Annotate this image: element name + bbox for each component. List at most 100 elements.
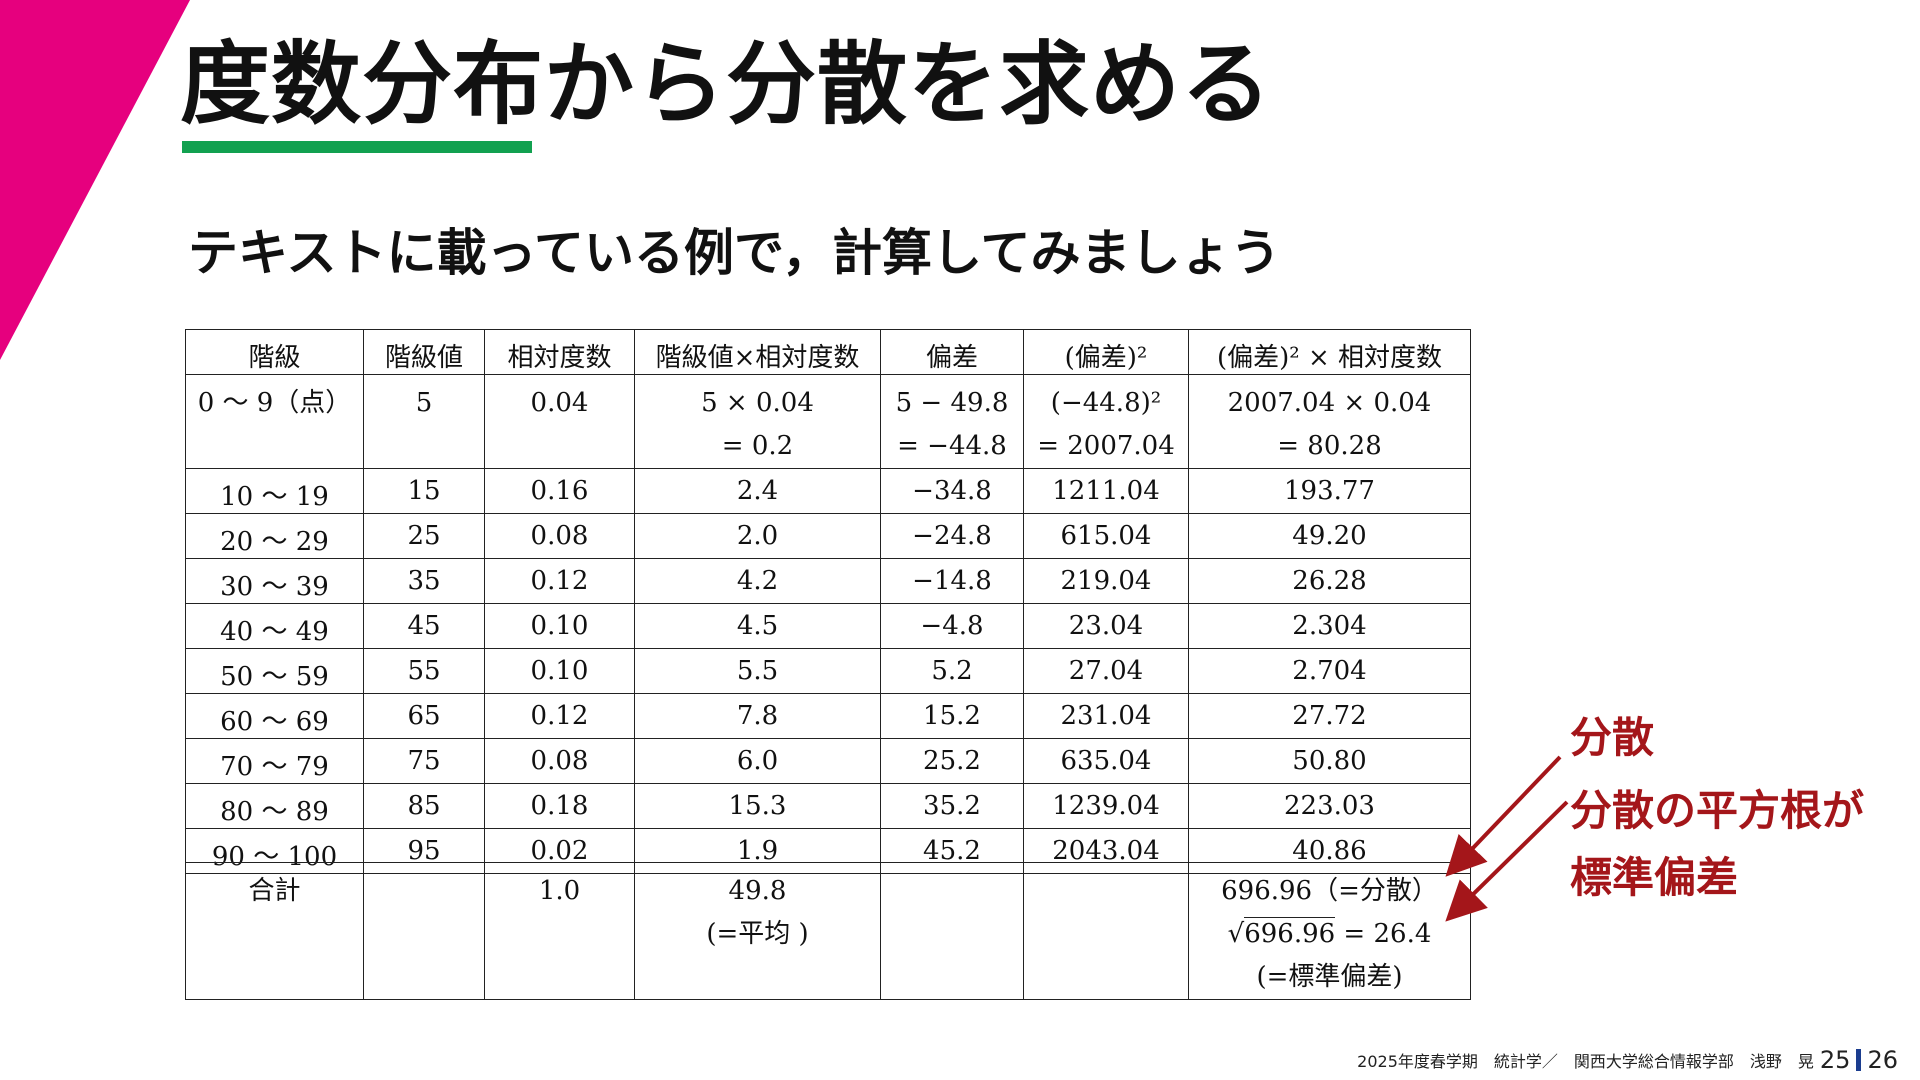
- table-row: 0 〜 9（点） 5 0.04 5 × 0.04 = 0.2 5 − 49.8 …: [185, 374, 1471, 469]
- table-row: 30 〜 39 35 0.12 4.2 −14.8 219.04 26.28: [185, 558, 1471, 604]
- table-cell: 27.72: [1188, 693, 1471, 739]
- table-cell: 7.8: [634, 693, 881, 739]
- table-cell: 5 − 49.8 = −44.8: [880, 374, 1024, 469]
- table-cell: 80 〜 89: [185, 783, 364, 829]
- table-cell: 223.03: [1188, 783, 1471, 829]
- table-cell: 15.2: [880, 693, 1024, 739]
- table-cell: 26.28: [1188, 558, 1471, 604]
- mean-value: 49.8: [728, 876, 787, 906]
- table-cell: 49.20: [1188, 513, 1471, 559]
- table-cell: 231.04: [1023, 693, 1189, 739]
- table-cell: 1239.04: [1023, 783, 1189, 829]
- table-cell: 10 〜 19: [185, 468, 364, 514]
- table-cell: 27.04: [1023, 648, 1189, 694]
- cell-line: 2007.04 × 0.04: [1227, 388, 1432, 418]
- table-cell: 0.08: [484, 513, 635, 559]
- mean-note: (=平均 ): [706, 919, 809, 949]
- sd-note: (=標準偏差): [1256, 962, 1403, 992]
- cell-line: 0 〜 9（点）: [197, 388, 352, 418]
- table-cell: 75: [363, 738, 485, 784]
- table-cell: 15.3: [634, 783, 881, 829]
- table-cell: 50 〜 59: [185, 648, 364, 694]
- cell-line: 5 − 49.8: [895, 388, 1009, 418]
- table-cell: 0.18: [484, 783, 635, 829]
- cell-line: 合計: [248, 876, 301, 906]
- table-cell: 55: [363, 648, 485, 694]
- corner-decoration: [0, 0, 190, 360]
- table-cell: 2.304: [1188, 603, 1471, 649]
- callout-sd-line1: 分散の平方根が: [1570, 786, 1865, 835]
- table-cell: 2.0: [634, 513, 881, 559]
- table-cell: 0.04: [484, 374, 635, 469]
- empty-cell: [880, 862, 1024, 1000]
- table-cell: 0.08: [484, 738, 635, 784]
- table-row: 80 〜 89 85 0.18 15.3 35.2 1239.04 223.03: [185, 783, 1471, 829]
- table-cell: 35.2: [880, 783, 1024, 829]
- table-cell: 30 〜 39: [185, 558, 364, 604]
- total-pages: 26: [1867, 1046, 1898, 1074]
- cell-line: = −44.8: [897, 431, 1007, 461]
- cell-line: 5 × 0.04: [701, 388, 814, 418]
- table-cell: 0.12: [484, 693, 635, 739]
- title-underline: [182, 141, 532, 153]
- table-cell: 0.10: [484, 603, 635, 649]
- table-cell: 219.04: [1023, 558, 1189, 604]
- total-row: 合計 1.0 49.8 (=平均 ) 696.96（=分散） √696.96 =…: [185, 862, 1471, 1000]
- header-cell: 偏差: [880, 329, 1024, 375]
- cell-line: = 0.2: [721, 431, 794, 461]
- footer: 2025年度春学期 統計学／ 関西大学総合情報学部 浅野 晃 25 26: [1357, 1046, 1898, 1074]
- table-header-row: 階級 階級値 相対度数 階級値×相対度数 偏差 (偏差)² (偏差)² × 相対…: [185, 329, 1471, 375]
- cell-line: = 80.28: [1277, 431, 1382, 461]
- table-cell: (−44.8)² = 2007.04: [1023, 374, 1189, 469]
- table-cell: 70 〜 79: [185, 738, 364, 784]
- sqrt-expression: √696.96 = 26.4: [1193, 913, 1466, 956]
- table-cell: −34.8: [880, 468, 1024, 514]
- callout-variance: 分散: [1570, 713, 1655, 762]
- header-cell: 階級: [185, 329, 364, 375]
- table-cell: 2.4: [634, 468, 881, 514]
- table-cell: 5: [363, 374, 485, 469]
- table-cell: 20 〜 29: [185, 513, 364, 559]
- total-rel-cell: 1.0: [484, 862, 635, 1000]
- table-cell: 40 〜 49: [185, 603, 364, 649]
- variance-value: 696.96（=分散）: [1221, 876, 1438, 906]
- sqrt-symbol: √: [1227, 919, 1245, 949]
- table-row: 70 〜 79 75 0.08 6.0 25.2 635.04 50.80: [185, 738, 1471, 784]
- empty-cell: [363, 862, 485, 1000]
- cell-line: 5: [415, 388, 433, 418]
- table-cell: 85: [363, 783, 485, 829]
- table-cell: 6.0: [634, 738, 881, 784]
- table-cell: 25.2: [880, 738, 1024, 784]
- header-cell: 階級値: [363, 329, 485, 375]
- header-cell: 相対度数: [484, 329, 635, 375]
- table-cell: 15: [363, 468, 485, 514]
- table-cell: 4.2: [634, 558, 881, 604]
- table-cell: 635.04: [1023, 738, 1189, 784]
- cell-line: = 2007.04: [1037, 431, 1175, 461]
- table-cell: 5 × 0.04 = 0.2: [634, 374, 881, 469]
- cell-line: (−44.8)²: [1050, 388, 1162, 418]
- table-cell: 615.04: [1023, 513, 1189, 559]
- table-cell: 1211.04: [1023, 468, 1189, 514]
- sqrt-radicand: 696.96: [1244, 917, 1336, 949]
- table-cell: 60 〜 69: [185, 693, 364, 739]
- table-cell: 23.04: [1023, 603, 1189, 649]
- header-cell: 階級値×相対度数: [634, 329, 881, 375]
- table-cell: −4.8: [880, 603, 1024, 649]
- slide-subtitle: テキストに載っている例で，計算してみましょう: [188, 224, 1281, 282]
- table-cell: 0.16: [484, 468, 635, 514]
- course-info: 2025年度春学期 統計学／ 関西大学総合情報学部 浅野 晃: [1357, 1052, 1814, 1071]
- total-variance-cell: 696.96（=分散） √696.96 = 26.4 (=標準偏差): [1188, 862, 1471, 1000]
- page-number: 25: [1819, 1046, 1851, 1074]
- frequency-table: 階級 階級値 相対度数 階級値×相対度数 偏差 (偏差)² (偏差)² × 相対…: [185, 329, 1471, 874]
- table-cell: 65: [363, 693, 485, 739]
- table-row: 10 〜 19 15 0.16 2.4 −34.8 1211.04 193.77: [185, 468, 1471, 514]
- header-cell: (偏差)²: [1023, 329, 1189, 375]
- table-cell: 0.10: [484, 648, 635, 694]
- table-cell: 25: [363, 513, 485, 559]
- callout-sd-line2: 標準偏差: [1570, 853, 1739, 902]
- cell-line: 0.04: [530, 388, 589, 418]
- total-label-cell: 合計: [185, 862, 364, 1000]
- table-cell: 35: [363, 558, 485, 604]
- table-row: 20 〜 29 25 0.08 2.0 −24.8 615.04 49.20: [185, 513, 1471, 559]
